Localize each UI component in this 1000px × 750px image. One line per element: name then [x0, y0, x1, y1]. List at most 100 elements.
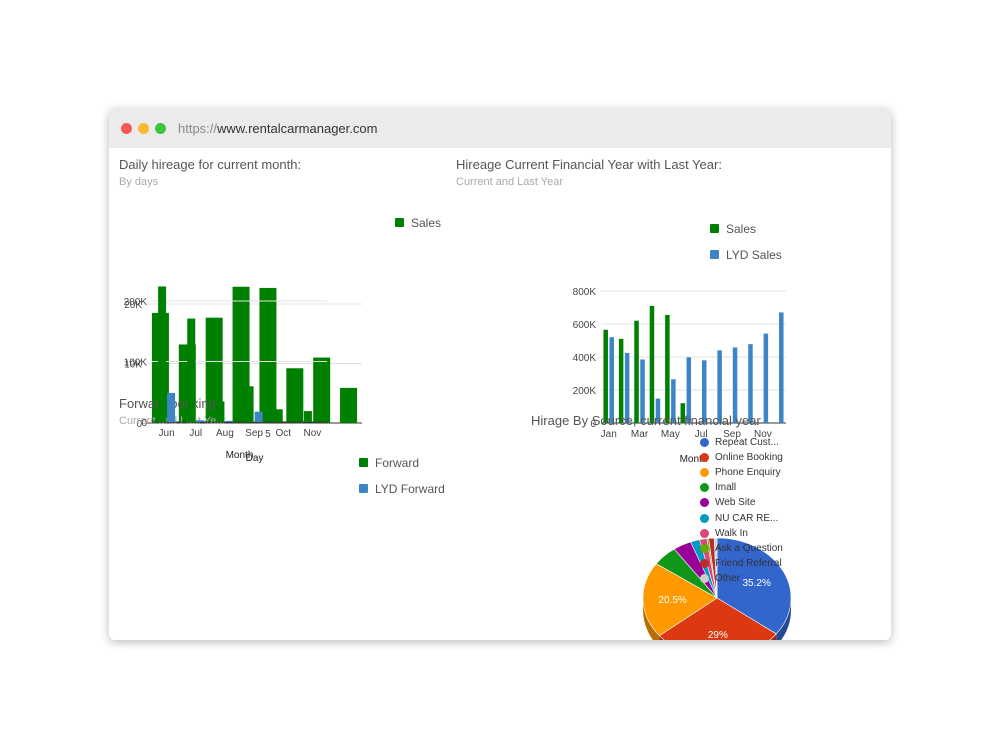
close-window-dot[interactable]: [121, 123, 132, 134]
bar-forward: [216, 401, 225, 422]
bar-lyd-sales: [640, 359, 645, 423]
bar-sales: [340, 387, 358, 423]
legend-color-dot: [700, 498, 709, 508]
bar-lyd-sales: [655, 398, 661, 423]
bar-lyd-forward: [167, 392, 176, 422]
legend-swatch: [710, 250, 719, 259]
bar-lyd-sales: [732, 347, 738, 423]
minimize-window-dot[interactable]: [138, 123, 149, 134]
x-tick-label: May: [661, 429, 680, 440]
pie-legend-label: Friend Referral: [715, 557, 782, 569]
pie-slice-repeat-cust-: [716, 537, 792, 635]
pie-slice-phone-enquiry: [642, 563, 718, 637]
legend-label: Forward: [375, 456, 420, 470]
bar-lyd-forward: [196, 420, 205, 422]
bar-forward: [274, 409, 283, 422]
legend-label: Sales: [411, 216, 442, 230]
legend-color-dot: [700, 483, 709, 493]
x-tick-label: Jan: [601, 429, 617, 440]
bar-lyd-sales: [779, 312, 784, 423]
hireage-fy-panel: Hireage Current Financial Year with Last…: [446, 148, 886, 465]
pie-legend-label: Walk In: [715, 527, 748, 539]
y-tick-label: 400K: [573, 353, 597, 364]
hireage-fy-title: Hireage Current Financial Year with Last…: [456, 157, 722, 172]
legend-label: LYD Forward: [375, 482, 445, 496]
daily-hireage-subtitle: By days: [119, 176, 159, 188]
chart-plot-group: 0 100K 200K Jun Jul Aug Sep Oct Nov Month: [124, 286, 327, 461]
x-tick-label: 5: [265, 429, 271, 440]
x-tick-label: Jun: [159, 428, 175, 439]
x-axis-title: Month: [680, 454, 708, 465]
bar-forward: [158, 286, 167, 422]
pie-side-phone-enquiry: [643, 598, 660, 640]
legend-color-dot: [700, 543, 709, 553]
hireage-fy-subtitle: Current and Last Year: [456, 176, 564, 188]
legend-label: LYD Sales: [726, 248, 782, 262]
bar-sales: [665, 314, 670, 423]
pie-legend-label: Repeat Cust...: [715, 437, 779, 448]
x-tick-label: Mar: [631, 429, 649, 440]
pie-slice-label: 35.2%: [743, 578, 771, 589]
legend-color-dot: [700, 573, 709, 583]
maximize-window-dot[interactable]: [155, 123, 166, 134]
daily-hireage-chart: 0 10K 20K 5 Day: [124, 286, 362, 464]
x-axis-title: Day: [246, 453, 264, 464]
bar-lyd-sales: [686, 357, 692, 423]
bar-sales: [634, 320, 639, 423]
bar-sales: [649, 305, 655, 423]
pie-slice-label: 29%: [708, 630, 728, 640]
legend-swatch: [359, 458, 368, 467]
x-tick-label: Aug: [216, 428, 234, 439]
y-tick-label: 600K: [573, 320, 597, 331]
x-tick-label: Oct: [275, 428, 291, 439]
forward-booking-panel: Forward booking: Current and Last Year 0…: [109, 286, 449, 640]
y-tick-label: 200K: [124, 297, 148, 308]
legend-label: Sales: [726, 222, 757, 236]
x-tick-label: Nov: [304, 428, 322, 439]
address-bar[interactable]: https://www.rentalcarmanager.com: [178, 121, 377, 136]
bar-sales: [603, 329, 608, 423]
y-tick-label: 10K: [124, 360, 142, 371]
x-tick-label: Sep: [245, 428, 263, 439]
bar-lyd-sales: [748, 344, 753, 423]
legend-color-dot: [700, 528, 709, 538]
bar-forward: [245, 386, 254, 422]
pie-legend-label: Imall: [715, 482, 737, 494]
y-tick-label: 200K: [573, 386, 597, 397]
pie-legend-label: Other: [715, 572, 741, 584]
url-host: www.rentalcarmanager.com: [217, 121, 378, 136]
bar-lyd-sales: [671, 379, 676, 423]
daily-hireage-panel: Daily hireage for current month: By days…: [109, 148, 449, 464]
bar-lyd-forward: [225, 420, 234, 422]
hirage-by-source-title: Hirage By Source, current financial year: [531, 413, 761, 428]
x-axis-title: Month: [226, 450, 254, 461]
chart-plot-group: 0 200K 400K 600K 800K Jan Mar May Jul Sep Nov Month: [573, 287, 786, 465]
hirage-by-source-chart: 35.2% 29% 20.5%: [642, 537, 792, 640]
daily-hireage-title: Daily hireage for current month:: [119, 157, 302, 172]
hirage-by-source-panel: Hirage By Source, current financial year…: [449, 388, 889, 640]
y-tick-label: 0: [590, 419, 596, 430]
forward-booking-chart: 0 100K 200K Jun Jul Aug Sep Oct Nov Month: [124, 286, 327, 461]
legend-color-dot: [700, 438, 709, 447]
legend-color-dot: [700, 513, 709, 523]
pie-slice-online-booking: [658, 597, 777, 640]
legend-swatch: [395, 218, 404, 227]
pie-slice-label: 20.5%: [658, 595, 686, 606]
pie-legend-label: Ask a Question: [715, 542, 783, 554]
bar-lyd-sales: [717, 350, 722, 423]
legend-color-dot: [700, 558, 709, 568]
bar-lyd-sales: [624, 352, 630, 423]
y-tick-label: 800K: [573, 287, 597, 298]
legend-color-dot: [700, 468, 709, 478]
bar-lyd-forward: [254, 411, 263, 422]
x-tick-label: Jul: [189, 428, 202, 439]
legend-color-dot: [700, 453, 709, 463]
legend-swatch: [359, 484, 368, 493]
x-tick-label: Jul: [695, 429, 708, 440]
bar-lyd-sales: [701, 360, 707, 423]
chart-plot-group: 0 10K 20K 5 Day: [124, 286, 362, 464]
bar-sales: [286, 368, 304, 423]
hireage-fy-chart: 0 200K 400K 600K 800K Jan Mar May Jul Sep Nov Month: [573, 287, 786, 465]
bar-sales: [232, 286, 250, 423]
pie-legend-label: Phone Enquiry: [715, 467, 781, 479]
